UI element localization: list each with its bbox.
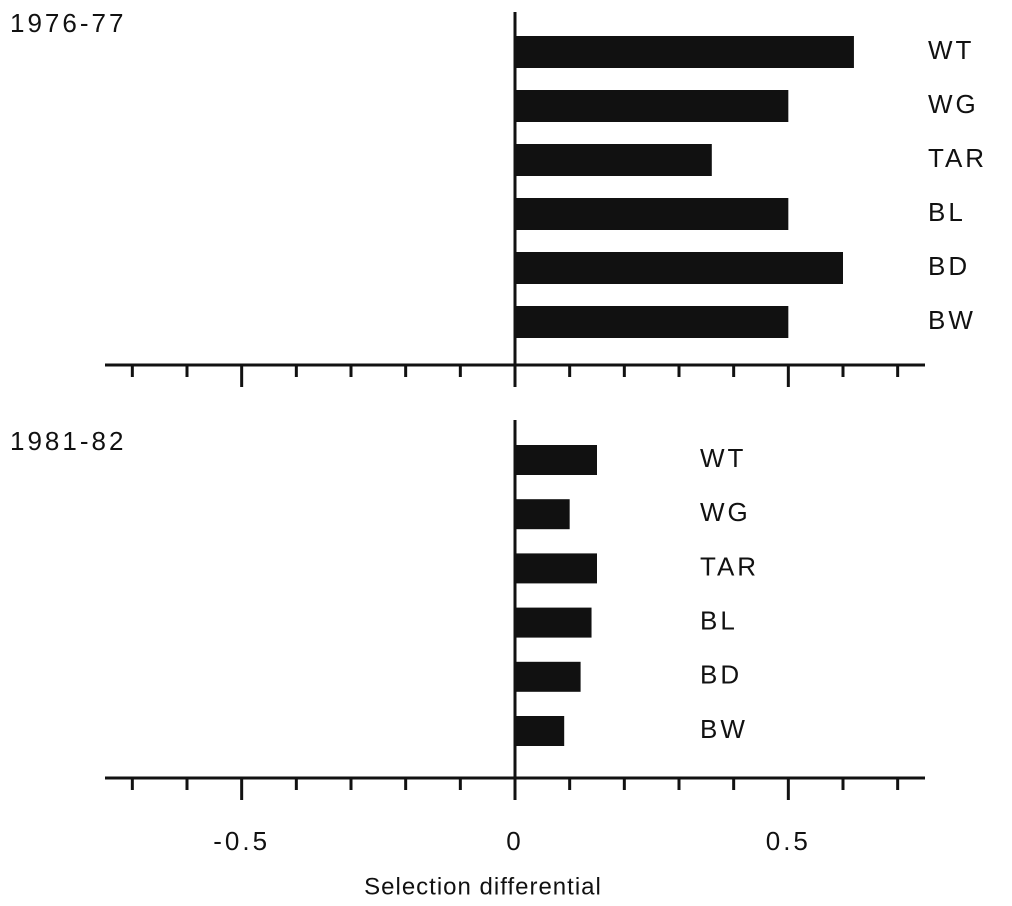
x-axis-label: Selection differential: [364, 873, 602, 900]
category-label: BL: [928, 197, 966, 227]
category-label: TAR: [928, 143, 987, 173]
bar: [515, 499, 570, 530]
category-label: TAR: [700, 551, 759, 581]
x-tick-label: -0.5: [213, 826, 270, 856]
bar: [515, 198, 789, 230]
category-label: WG: [928, 89, 979, 119]
bar: [515, 36, 854, 68]
category-label: BW: [700, 714, 748, 744]
bar: [515, 661, 581, 692]
bar: [515, 607, 592, 638]
bar: [515, 252, 843, 284]
panel-title: 1976-77: [10, 8, 126, 38]
bar: [515, 445, 597, 475]
bar: [515, 716, 565, 746]
category-label: BW: [928, 305, 976, 335]
x-tick-label: 0.5: [766, 826, 811, 856]
bar: [515, 306, 789, 338]
bar: [515, 553, 597, 584]
category-label: WG: [700, 497, 751, 527]
category-label: WT: [700, 443, 746, 473]
category-label: BL: [700, 605, 738, 635]
category-label: WT: [928, 35, 974, 65]
bar: [515, 144, 712, 176]
category-label: BD: [700, 660, 742, 690]
category-label: BD: [928, 251, 970, 281]
bar: [515, 90, 789, 122]
x-tick-label: 0: [506, 826, 523, 856]
panel-title: 1981-82: [10, 426, 126, 456]
